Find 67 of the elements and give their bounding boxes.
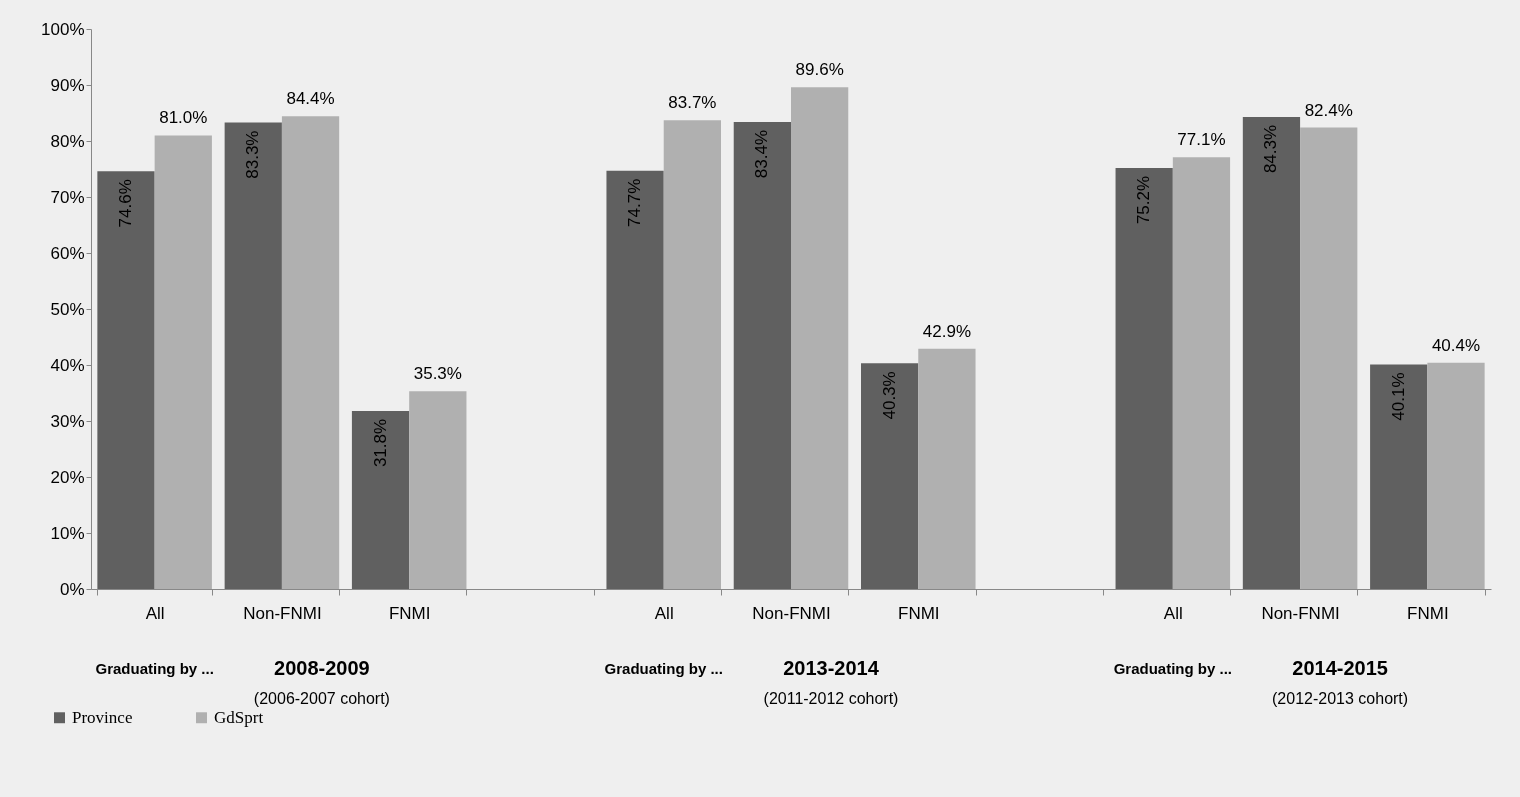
y-tick-label: 10% xyxy=(50,523,85,543)
data-label: 83.7% xyxy=(668,93,717,113)
data-label: 83.3% xyxy=(243,130,263,179)
bar xyxy=(1172,157,1231,589)
bar xyxy=(1427,362,1485,589)
bar xyxy=(224,122,282,589)
y-tick-label: 40% xyxy=(50,355,85,375)
x-tick-label: FNMI xyxy=(388,603,431,623)
y-tick-label: 20% xyxy=(50,467,85,487)
text: Graduating by ... xyxy=(1113,660,1232,677)
data-label: 74.6% xyxy=(116,179,135,228)
x-tick-label: All xyxy=(654,603,674,623)
bar xyxy=(606,170,664,589)
x-tick-label: Non-FNMI xyxy=(752,603,831,623)
text: (2012-2013 cohort) xyxy=(1272,690,1409,707)
bar xyxy=(281,116,340,589)
data-label: 74.7% xyxy=(625,178,645,227)
bar xyxy=(154,135,212,589)
bar xyxy=(1242,116,1301,589)
data-label: 75.2% xyxy=(1134,175,1154,225)
data-label: 84.3% xyxy=(1261,124,1281,174)
legend-label: GdSprt xyxy=(214,707,264,727)
bar xyxy=(1370,364,1428,589)
data-label: 40.1% xyxy=(1388,372,1408,421)
y-tick-label: 30% xyxy=(50,411,85,431)
x-tick-label: Non-FNMI xyxy=(243,603,322,623)
x-tick-label: FNMI xyxy=(898,603,940,623)
y-tick-label: 60% xyxy=(50,243,85,263)
text: 2014-2015 xyxy=(1292,657,1388,679)
text: 2013-2014 xyxy=(783,657,880,679)
x-tick-label: All xyxy=(145,603,165,623)
text: Graduating by ... xyxy=(604,660,723,677)
x-tick-label: Non-FNMI xyxy=(1261,603,1340,623)
y-tick-label: 70% xyxy=(50,187,85,207)
bar xyxy=(1115,167,1173,589)
y-tick-label: 0% xyxy=(59,579,85,599)
data-label: 42.9% xyxy=(922,321,972,341)
data-label: 82.4% xyxy=(1304,100,1353,120)
y-tick-label: 80% xyxy=(50,131,85,151)
legend-label: Province xyxy=(72,707,133,727)
y-tick-label: 50% xyxy=(50,299,85,319)
data-label: 31.8% xyxy=(370,418,390,468)
text: (2006-2007 cohort) xyxy=(253,690,390,707)
data-label: 81.0% xyxy=(159,108,208,128)
text: Graduating by ... xyxy=(95,660,214,677)
data-label: 35.3% xyxy=(413,364,462,384)
data-label: 40.3% xyxy=(879,371,899,420)
y-tick-label: 100% xyxy=(41,19,85,39)
bar xyxy=(918,348,976,589)
bar xyxy=(791,87,849,589)
text: (2011-2012 cohort) xyxy=(763,690,899,707)
data-label: 40.4% xyxy=(1431,335,1481,355)
text: 2008-2009 xyxy=(274,657,370,679)
bar xyxy=(861,363,919,589)
bar xyxy=(351,410,410,589)
x-tick-label: FNMI xyxy=(1407,603,1449,623)
bar xyxy=(733,121,791,589)
bar xyxy=(409,391,467,589)
bar xyxy=(1300,127,1358,589)
x-tick-label: All xyxy=(1163,603,1183,623)
data-label: 89.6% xyxy=(795,60,844,80)
bar xyxy=(97,171,155,589)
bar xyxy=(663,120,721,589)
data-label: 77.1% xyxy=(1177,130,1226,150)
data-label: 83.4% xyxy=(752,129,772,179)
y-tick-label: 90% xyxy=(50,75,85,95)
data-label: 84.4% xyxy=(286,89,335,109)
